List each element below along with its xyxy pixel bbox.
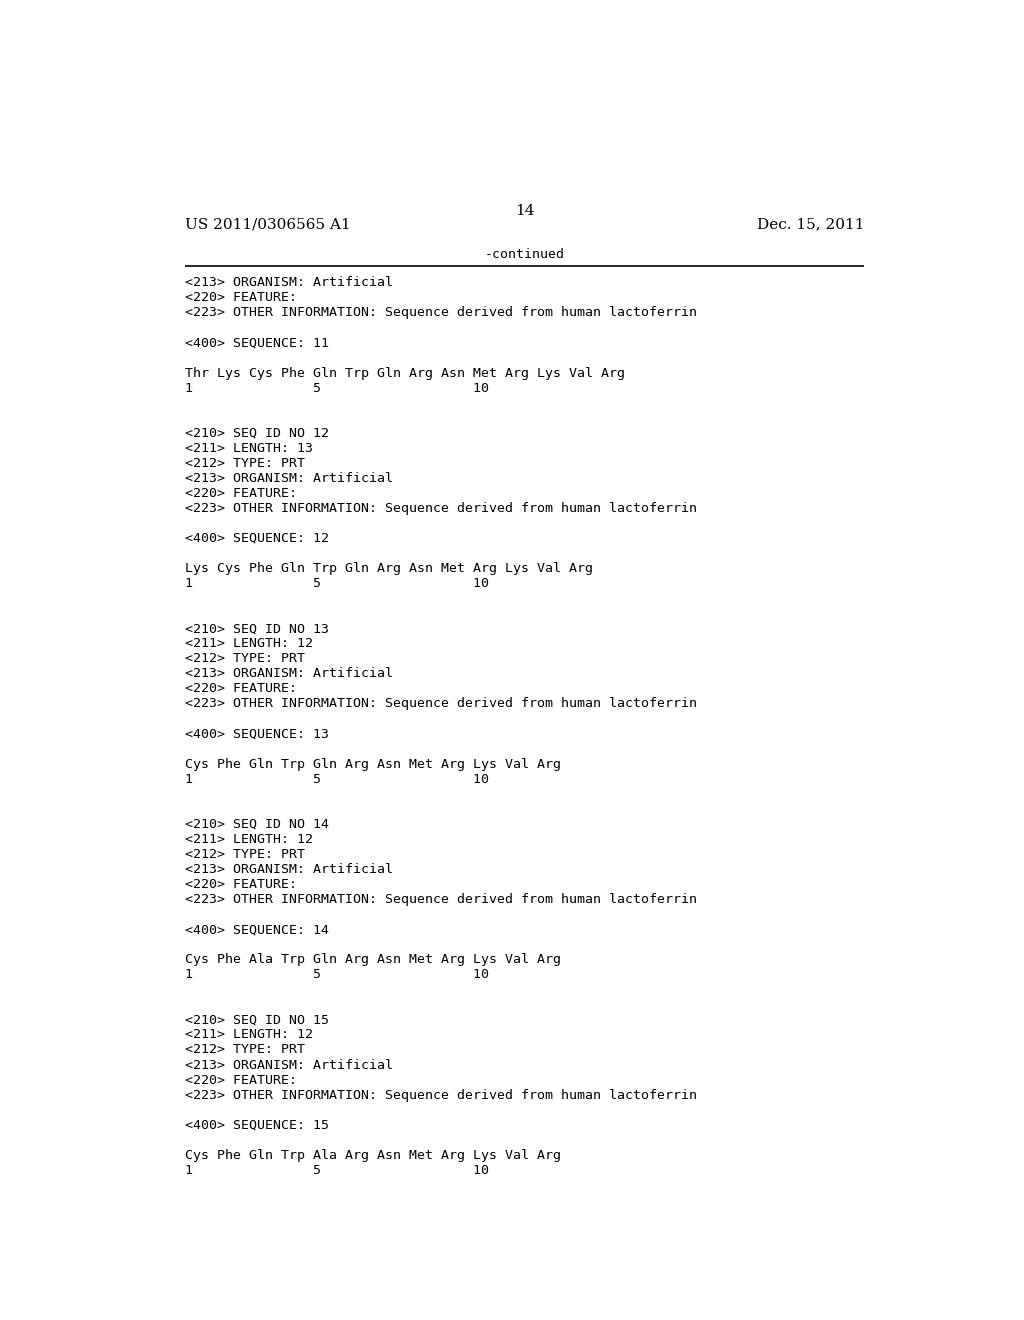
Text: <211> LENGTH: 13: <211> LENGTH: 13 xyxy=(185,442,313,455)
Text: <223> OTHER INFORMATION: Sequence derived from human lactoferrin: <223> OTHER INFORMATION: Sequence derive… xyxy=(185,1089,697,1102)
Text: -continued: -continued xyxy=(484,248,565,261)
Text: <210> SEQ ID NO 14: <210> SEQ ID NO 14 xyxy=(185,818,329,830)
Text: Cys Phe Ala Trp Gln Arg Asn Met Arg Lys Val Arg: Cys Phe Ala Trp Gln Arg Asn Met Arg Lys … xyxy=(185,953,561,966)
Text: <213> ORGANISM: Artificial: <213> ORGANISM: Artificial xyxy=(185,1059,393,1072)
Text: <220> FEATURE:: <220> FEATURE: xyxy=(185,878,297,891)
Text: <223> OTHER INFORMATION: Sequence derived from human lactoferrin: <223> OTHER INFORMATION: Sequence derive… xyxy=(185,502,697,515)
Text: 1               5                   10: 1 5 10 xyxy=(185,1164,489,1177)
Text: <220> FEATURE:: <220> FEATURE: xyxy=(185,1073,297,1086)
Text: <213> ORGANISM: Artificial: <213> ORGANISM: Artificial xyxy=(185,276,393,289)
Text: Cys Phe Gln Trp Ala Arg Asn Met Arg Lys Val Arg: Cys Phe Gln Trp Ala Arg Asn Met Arg Lys … xyxy=(185,1148,561,1162)
Text: <223> OTHER INFORMATION: Sequence derived from human lactoferrin: <223> OTHER INFORMATION: Sequence derive… xyxy=(185,306,697,319)
Text: US 2011/0306565 A1: US 2011/0306565 A1 xyxy=(185,218,351,231)
Text: <400> SEQUENCE: 14: <400> SEQUENCE: 14 xyxy=(185,923,329,936)
Text: <400> SEQUENCE: 15: <400> SEQUENCE: 15 xyxy=(185,1118,329,1131)
Text: <212> TYPE: PRT: <212> TYPE: PRT xyxy=(185,457,305,470)
Text: <210> SEQ ID NO 15: <210> SEQ ID NO 15 xyxy=(185,1014,329,1027)
Text: 1               5                   10: 1 5 10 xyxy=(185,772,489,785)
Text: <400> SEQUENCE: 11: <400> SEQUENCE: 11 xyxy=(185,337,329,350)
Text: <212> TYPE: PRT: <212> TYPE: PRT xyxy=(185,847,305,861)
Text: Dec. 15, 2011: Dec. 15, 2011 xyxy=(757,218,864,231)
Text: <220> FEATURE:: <220> FEATURE: xyxy=(185,292,297,305)
Text: 14: 14 xyxy=(515,205,535,218)
Text: 1               5                   10: 1 5 10 xyxy=(185,969,489,981)
Text: <210> SEQ ID NO 12: <210> SEQ ID NO 12 xyxy=(185,426,329,440)
Text: <212> TYPE: PRT: <212> TYPE: PRT xyxy=(185,652,305,665)
Text: <213> ORGANISM: Artificial: <213> ORGANISM: Artificial xyxy=(185,668,393,680)
Text: <211> LENGTH: 12: <211> LENGTH: 12 xyxy=(185,1028,313,1041)
Text: Thr Lys Cys Phe Gln Trp Gln Arg Asn Met Arg Lys Val Arg: Thr Lys Cys Phe Gln Trp Gln Arg Asn Met … xyxy=(185,367,625,380)
Text: <210> SEQ ID NO 13: <210> SEQ ID NO 13 xyxy=(185,622,329,635)
Text: <223> OTHER INFORMATION: Sequence derived from human lactoferrin: <223> OTHER INFORMATION: Sequence derive… xyxy=(185,894,697,906)
Text: <213> ORGANISM: Artificial: <213> ORGANISM: Artificial xyxy=(185,863,393,876)
Text: 1               5                   10: 1 5 10 xyxy=(185,381,489,395)
Text: <400> SEQUENCE: 13: <400> SEQUENCE: 13 xyxy=(185,727,329,741)
Text: <400> SEQUENCE: 12: <400> SEQUENCE: 12 xyxy=(185,532,329,545)
Text: Lys Cys Phe Gln Trp Gln Arg Asn Met Arg Lys Val Arg: Lys Cys Phe Gln Trp Gln Arg Asn Met Arg … xyxy=(185,562,593,576)
Text: 1               5                   10: 1 5 10 xyxy=(185,577,489,590)
Text: <220> FEATURE:: <220> FEATURE: xyxy=(185,682,297,696)
Text: <213> ORGANISM: Artificial: <213> ORGANISM: Artificial xyxy=(185,471,393,484)
Text: <212> TYPE: PRT: <212> TYPE: PRT xyxy=(185,1044,305,1056)
Text: <211> LENGTH: 12: <211> LENGTH: 12 xyxy=(185,833,313,846)
Text: <220> FEATURE:: <220> FEATURE: xyxy=(185,487,297,500)
Text: <223> OTHER INFORMATION: Sequence derived from human lactoferrin: <223> OTHER INFORMATION: Sequence derive… xyxy=(185,697,697,710)
Text: <211> LENGTH: 12: <211> LENGTH: 12 xyxy=(185,638,313,651)
Text: Cys Phe Gln Trp Gln Arg Asn Met Arg Lys Val Arg: Cys Phe Gln Trp Gln Arg Asn Met Arg Lys … xyxy=(185,758,561,771)
